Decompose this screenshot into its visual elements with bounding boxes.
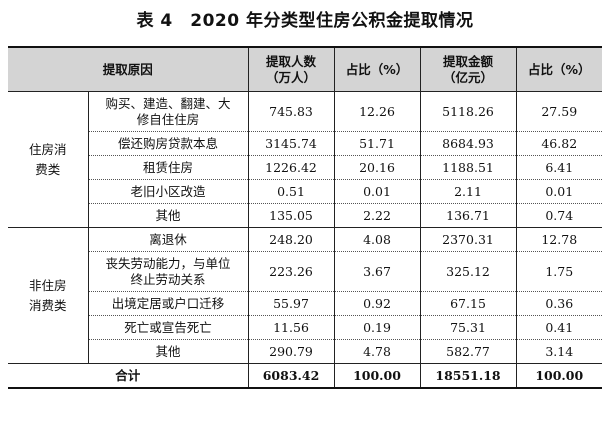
item-cell: 其他 (88, 339, 249, 364)
people-cell: 0.51 (247, 179, 335, 204)
withdrawal-table: 提取原因 提取人数 （万人） 占比（%） 提取金额 （亿元） 占比（%） 住房消… (8, 46, 603, 389)
table-row: 老旧小区改造 0.51 0.01 2.11 0.01 (8, 179, 603, 204)
people-share-cell: 0.19 (333, 315, 421, 340)
amount-cell: 8684.93 (419, 131, 517, 156)
people-share-cell: 51.71 (333, 131, 421, 156)
item-line1: 丧失劳动能力，与单位 (105, 255, 231, 271)
amount-cell: 1188.51 (419, 155, 517, 180)
people-share-cell: 20.16 (333, 155, 421, 180)
table-row: 偿还购房贷款本息 3145.74 51.71 8684.93 46.82 (8, 131, 603, 156)
people-share-cell: 4.08 (333, 227, 421, 252)
header-amount-share: 占比（%） (515, 46, 603, 92)
people-cell: 1226.42 (247, 155, 335, 180)
header-people: 提取人数 （万人） (247, 46, 335, 92)
header-people-line2: （万人） (266, 69, 317, 85)
people-share-cell: 12.26 (333, 91, 421, 132)
item-line1: 购买、建造、翻建、大 (105, 95, 231, 111)
item-cell: 死亡或宣告死亡 (88, 315, 249, 340)
amount-share-cell: 27.59 (515, 91, 603, 132)
header-amount: 提取金额 （亿元） (419, 46, 517, 92)
header-people-line1: 提取人数 (266, 53, 317, 69)
amount-share-cell: 0.01 (515, 179, 603, 204)
amount-share-cell: 6.41 (515, 155, 603, 180)
item-cell: 购买、建造、翻建、大 修自住住房 (87, 91, 249, 132)
table-row: 死亡或宣告死亡 11.56 0.19 75.31 0.41 (8, 315, 603, 340)
people-cell: 290.79 (247, 339, 335, 364)
amount-cell: 582.77 (419, 339, 517, 364)
table-row: 其他 290.79 4.78 582.77 3.14 (8, 339, 603, 364)
table-row: 非住房 消费类 离退休 248.20 4.08 2370.31 12.78 (8, 227, 603, 364)
people-cell: 11.56 (247, 315, 335, 340)
table-title: 表 4 2020 年分类型住房公积金提取情况 (136, 11, 474, 31)
table-row: 丧失劳动能力，与单位 终止劳动关系 223.26 3.67 325.12 1.7… (8, 251, 603, 292)
item-cell: 丧失劳动能力，与单位 终止劳动关系 (88, 251, 249, 292)
header-people-share: 占比（%） (333, 46, 421, 92)
header-row: 提取原因 提取人数 （万人） 占比（%） 提取金额 （亿元） 占比（%） (8, 46, 603, 92)
amount-cell: 2370.31 (419, 227, 517, 252)
people-cell: 745.83 (247, 91, 335, 132)
header-amount-line2: （亿元） (443, 69, 494, 85)
total-amount: 18551.18 (419, 363, 517, 389)
item-cell: 老旧小区改造 (88, 179, 249, 204)
amount-share-cell: 1.75 (515, 251, 603, 292)
amount-share-cell: 3.14 (515, 339, 603, 364)
people-cell: 248.20 (247, 227, 335, 252)
total-amount-share: 100.00 (515, 363, 603, 389)
item-line2: 终止劳动关系 (130, 271, 206, 287)
amount-cell: 5118.26 (419, 91, 517, 132)
item-cell: 其他 (88, 203, 249, 228)
category-non-housing-line2: 消费类 (28, 297, 67, 313)
category-housing: 住房消 费类 (8, 91, 89, 228)
total-people-share: 100.00 (333, 363, 421, 389)
people-share-cell: 0.01 (333, 179, 421, 204)
item-line2: 修自住住房 (136, 111, 200, 127)
people-cell: 135.05 (247, 203, 335, 228)
table-row: 租赁住房 1226.42 20.16 1188.51 6.41 (8, 155, 603, 180)
category-non-housing-line1: 非住房 (28, 277, 67, 293)
amount-cell: 75.31 (419, 315, 517, 340)
item-cell: 租赁住房 (88, 155, 249, 180)
amount-cell: 67.15 (419, 291, 517, 316)
category-non-housing: 非住房 消费类 (8, 227, 89, 364)
table-row: 出境定居或户口迁移 55.97 0.92 67.15 0.36 (8, 291, 603, 316)
category-housing-line2: 费类 (35, 161, 61, 177)
table-row: 其他 135.05 2.22 136.71 0.74 (8, 203, 603, 228)
amount-share-cell: 0.41 (515, 315, 603, 340)
people-share-cell: 0.92 (333, 291, 421, 316)
amount-share-cell: 12.78 (515, 227, 603, 252)
amount-cell: 325.12 (419, 251, 517, 292)
item-cell: 出境定居或户口迁移 (88, 291, 249, 316)
category-housing-line1: 住房消 (28, 141, 67, 157)
people-cell: 223.26 (247, 251, 335, 292)
table-row: 住房消 费类 购买、建造、翻建、大 修自住住房 745.83 12.26 511… (8, 91, 603, 228)
amount-share-cell: 46.82 (515, 131, 603, 156)
amount-share-cell: 0.74 (515, 203, 603, 228)
amount-cell: 2.11 (419, 179, 517, 204)
total-people: 6083.42 (247, 363, 335, 389)
item-cell: 偿还购房贷款本息 (88, 131, 249, 156)
people-share-cell: 4.78 (333, 339, 421, 364)
people-share-cell: 3.67 (333, 251, 421, 292)
amount-share-cell: 0.36 (515, 291, 603, 316)
amount-cell: 136.71 (419, 203, 517, 228)
people-cell: 3145.74 (247, 131, 335, 156)
total-label: 合计 (8, 363, 249, 389)
header-reason: 提取原因 (8, 46, 249, 92)
item-cell: 离退休 (87, 227, 249, 252)
people-share-cell: 2.22 (333, 203, 421, 228)
people-cell: 55.97 (247, 291, 335, 316)
total-row: 合计 6083.42 100.00 18551.18 100.00 (8, 363, 603, 389)
header-amount-line1: 提取金额 (443, 53, 494, 69)
